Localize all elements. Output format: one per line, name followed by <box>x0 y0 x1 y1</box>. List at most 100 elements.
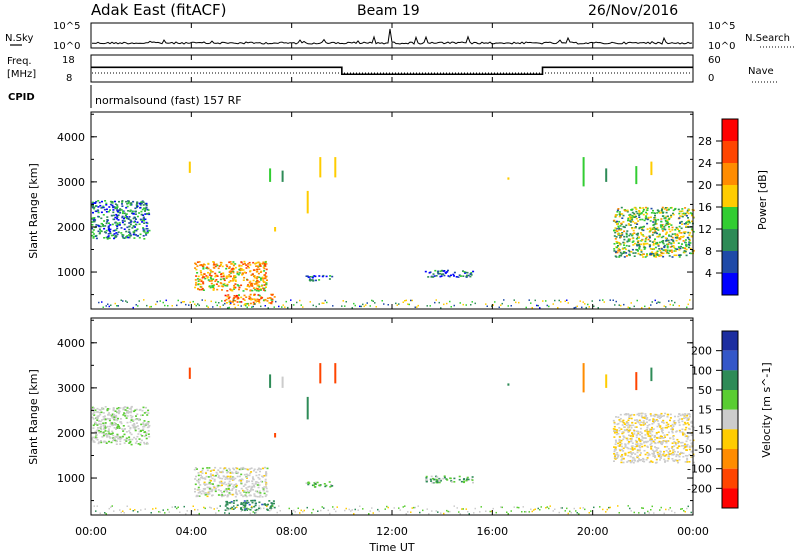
scatter-cell-1687 <box>434 301 436 304</box>
scatter-cell-1471 <box>654 442 657 445</box>
scatter-cell-1287 <box>648 423 651 426</box>
scatter-cell-940 <box>641 437 644 439</box>
scatter-cell-328 <box>97 415 100 417</box>
scatter-cell-996 <box>660 412 663 415</box>
scatter-cell-1125 <box>661 252 664 255</box>
scatter-cell-828 <box>313 484 315 486</box>
scatter-cell-1593 <box>198 512 200 515</box>
colorbar-segment <box>722 331 738 351</box>
scatter-cell-1544 <box>653 226 656 229</box>
scatter-cell-1587 <box>188 304 190 306</box>
scatter-cell-1718 <box>530 302 532 304</box>
scatter-cell-372 <box>243 276 246 279</box>
scatter-cell-1285 <box>681 236 684 238</box>
scatter-cell-604 <box>211 477 214 480</box>
scatter-cell-238 <box>99 225 102 228</box>
scatter-cell-1054 <box>666 246 669 249</box>
scatter-cell-665 <box>250 489 253 491</box>
scatter-cell-631 <box>262 476 264 478</box>
scatter-cell-626 <box>207 279 210 281</box>
scatter-cell-1192 <box>661 215 664 217</box>
scatter-cell-760 <box>266 297 269 300</box>
scatter-cell-1153 <box>621 458 624 460</box>
scatter-streak-1796 <box>281 376 284 388</box>
scatter-cell-1375 <box>661 432 664 434</box>
scatter-cell-1264 <box>663 208 666 210</box>
scatter-cell-1135 <box>635 208 638 210</box>
scatter-cell-1308 <box>618 256 621 258</box>
scatter-cell-1289 <box>672 435 675 437</box>
scatter-cell-390 <box>210 479 212 482</box>
scatter-cell-1685 <box>422 509 424 512</box>
scatter-cell-1640 <box>300 304 302 306</box>
scatter-cell-1755 <box>588 512 590 514</box>
scatter-cell-655 <box>204 487 207 490</box>
scatter-cell-517 <box>242 290 245 292</box>
scatter-cell-1458 <box>670 453 673 456</box>
colorbar-segment <box>722 468 738 489</box>
scatter-cell-554 <box>208 481 211 484</box>
scatter-cell-576 <box>200 474 202 477</box>
scatter-cell-1522 <box>645 441 648 444</box>
scatter-cell-1483 <box>634 222 637 224</box>
scatter-cell-346 <box>91 234 94 237</box>
scatter-cell-29 <box>143 424 146 427</box>
scatter-cell-567 <box>213 478 216 481</box>
scatter-cell-102 <box>127 201 130 204</box>
scatter-cell-875 <box>458 475 461 478</box>
scatter-cell-1536 <box>681 420 684 423</box>
scatter-cell-618 <box>206 277 209 279</box>
scatter-cell-1229 <box>680 227 683 230</box>
scatter-cell-1393 <box>684 414 687 417</box>
scatter-cell-532 <box>261 276 264 279</box>
scatter-cell-250 <box>129 232 132 235</box>
scatter-cell-317 <box>103 415 106 417</box>
scatter-cell-1365 <box>686 417 689 419</box>
scatter-cell-1047 <box>661 206 664 209</box>
scatter-cell-1105 <box>685 248 688 251</box>
scatter-cell-641 <box>252 279 255 282</box>
scatter-cell-622 <box>216 264 219 267</box>
scatter-cell-1462 <box>669 249 671 252</box>
scatter-cell-1624 <box>263 299 265 301</box>
scatter-cell-1505 <box>640 243 643 246</box>
scatter-cell-720 <box>245 487 248 489</box>
scatter-cell-1719 <box>531 307 533 309</box>
scatter-cell-1236 <box>637 220 640 222</box>
scatter-cell-1137 <box>655 447 658 449</box>
scatter-cell-645 <box>234 283 237 285</box>
scatter-cell-272 <box>146 414 149 416</box>
scatter-cell-1136 <box>679 254 682 256</box>
scatter-cell-1777 <box>671 300 673 302</box>
scatter-cell-554 <box>198 278 201 281</box>
scatter-cell-1714 <box>500 506 502 508</box>
scatter-cell-854 <box>453 481 456 483</box>
scatter-cell-848 <box>443 475 446 477</box>
scatter-cell-840 <box>450 480 453 482</box>
scatter-cell-1279 <box>612 419 615 422</box>
scatter-cell-1505 <box>622 422 625 424</box>
scatter-cell-1734 <box>545 507 547 509</box>
scatter-cell-1433 <box>632 424 635 427</box>
scatter-cell-623 <box>217 489 220 491</box>
scatter-cell-1713 <box>513 299 515 301</box>
scatter-cell-1157 <box>646 213 649 215</box>
scatter-cell-785 <box>264 298 267 301</box>
scatter-cell-1531 <box>644 413 647 415</box>
scatter-cell-545 <box>198 261 201 263</box>
scatter-cell-1663 <box>366 302 368 304</box>
scatter-cell-995 <box>691 220 693 223</box>
scatter-cell-1725 <box>545 300 547 302</box>
scatter-cell-905 <box>667 448 670 450</box>
scatter-cell-543 <box>252 261 255 264</box>
scatter-cell-1084 <box>614 458 617 460</box>
scatter-cell-647 <box>235 470 238 473</box>
scatter-cell-1636 <box>299 512 301 514</box>
scatter-streak-1785 <box>269 168 272 182</box>
scatter-cell-1770 <box>656 302 658 304</box>
scatter-cell-245 <box>103 428 106 430</box>
scatter-cell-1356 <box>686 209 689 212</box>
scatter-cell-1410 <box>652 420 654 423</box>
scatter-cell-660 <box>235 491 238 493</box>
